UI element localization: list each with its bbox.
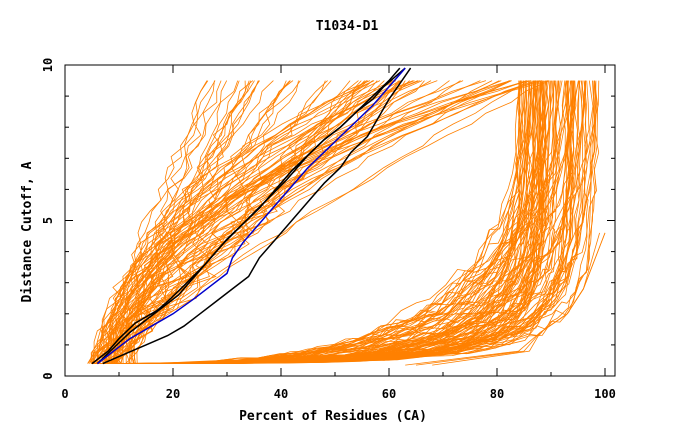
model-curve	[113, 80, 525, 364]
model-curve	[104, 80, 511, 364]
x-axis-label: Percent of Residues (CA)	[239, 409, 427, 424]
model-curve	[113, 80, 260, 364]
model-curves	[87, 80, 606, 366]
model-curve	[432, 232, 600, 366]
model-curve	[112, 80, 530, 364]
model-curve	[100, 80, 511, 364]
model-curve	[107, 80, 371, 364]
model-curve	[90, 80, 246, 364]
x-tick-label: 40	[274, 387, 288, 401]
chart-title: T1034-D1	[316, 19, 379, 34]
model-curve	[92, 80, 597, 364]
black-model-curve	[102, 67, 412, 365]
model-curve	[122, 80, 392, 364]
model-curve	[97, 80, 215, 364]
y-tick-label: 10	[41, 58, 55, 72]
model-curve	[112, 80, 402, 364]
model-curve	[112, 80, 556, 364]
x-axis: 0 20 40 60 80 100	[61, 65, 616, 401]
model-curve	[99, 80, 532, 364]
model-curve	[131, 80, 575, 364]
x-tick-label: 80	[490, 387, 504, 401]
model-curve	[97, 80, 573, 364]
model-curve	[103, 80, 374, 364]
model-curve	[125, 80, 487, 364]
y-axis: 0 5 10	[41, 58, 615, 380]
model-curve	[125, 80, 570, 364]
x-tick-label: 0	[61, 387, 68, 401]
model-curve	[134, 80, 521, 364]
model-curve	[116, 80, 598, 364]
model-curve	[105, 80, 423, 364]
blue-model-curve	[96, 67, 406, 365]
model-curve	[114, 80, 240, 364]
model-curve	[96, 80, 528, 364]
model-curve	[106, 80, 533, 364]
y-tick-label: 0	[41, 372, 55, 379]
model-curve	[113, 80, 381, 364]
model-curve	[90, 80, 526, 364]
model-curve	[125, 80, 493, 364]
model-curve	[132, 80, 542, 364]
y-axis-label: Distance Cutoff, A	[20, 161, 35, 302]
model-curve	[113, 80, 397, 364]
highlighted-curves	[91, 67, 412, 365]
model-curve	[130, 80, 425, 364]
model-curve	[131, 80, 461, 364]
black-model-curve	[96, 67, 401, 365]
x-tick-label: 100	[594, 387, 616, 401]
model-curve	[112, 80, 401, 364]
x-tick-label: 60	[382, 387, 396, 401]
model-curve	[96, 80, 209, 364]
model-curve	[110, 80, 583, 364]
model-curve	[101, 80, 545, 364]
y-tick-label: 5	[41, 217, 55, 224]
x-tick-label: 20	[166, 387, 180, 401]
